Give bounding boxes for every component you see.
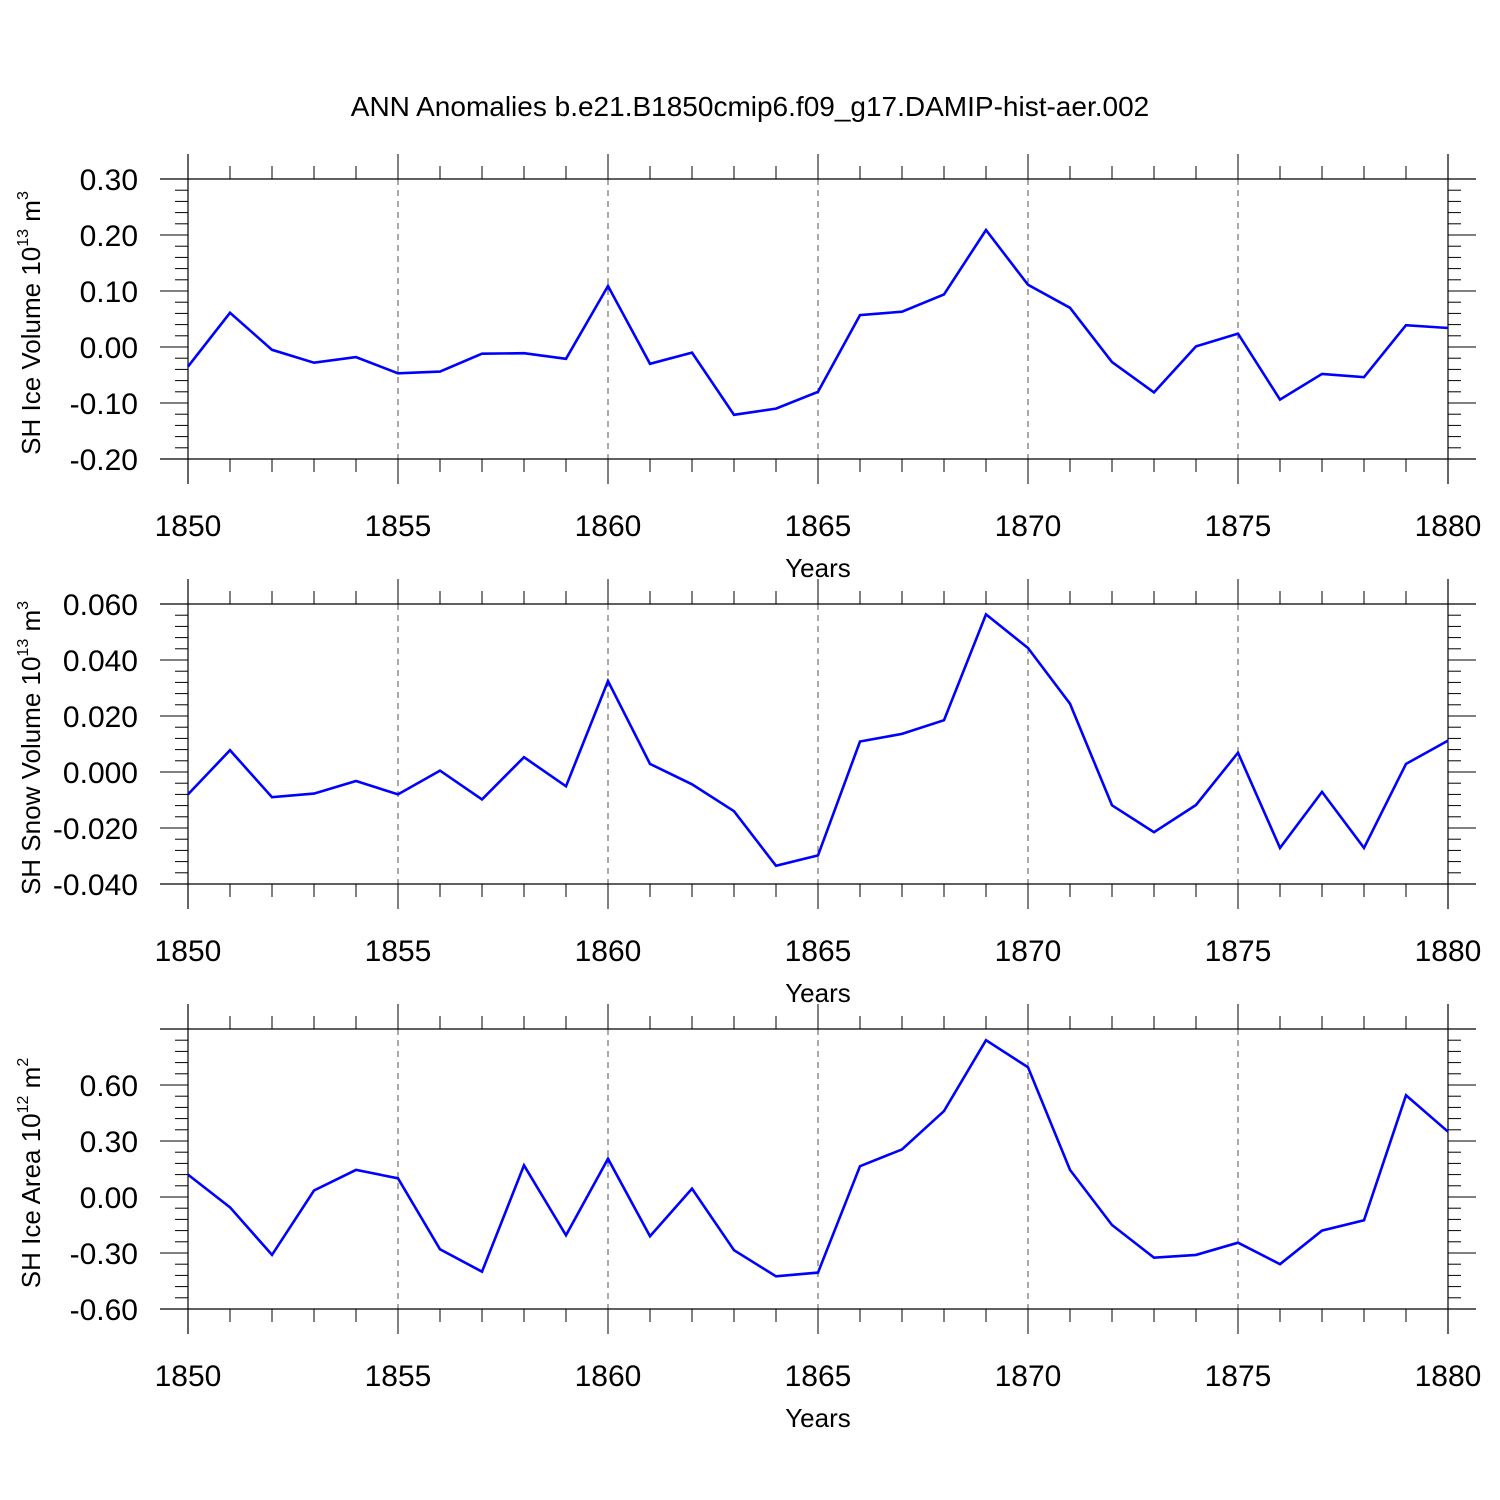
y-tick-label: 0.00	[80, 1182, 138, 1215]
x-tick-label: 1870	[995, 935, 1062, 968]
y-tick-label: -0.20	[70, 444, 138, 477]
y-axis-label-superscript: 13	[15, 639, 32, 657]
y-axis-label-superscript: 2	[15, 1058, 32, 1067]
y-tick-label: -0.60	[70, 1294, 138, 1327]
y-tick-label: 0.60	[80, 1070, 138, 1103]
y-axis-label-text: m	[16, 610, 46, 639]
x-tick-label: 1875	[1205, 510, 1272, 543]
y-axis-label: SH Snow Volume 1013 m3	[15, 601, 46, 895]
y-tick-label: 0.00	[80, 332, 138, 365]
x-tick-label: 1855	[365, 1360, 432, 1393]
x-tick-label: 1880	[1415, 510, 1482, 543]
y-axis-label-superscript: 3	[15, 191, 32, 200]
x-axis-label: Years	[785, 1403, 851, 1433]
panel-2: 1850 1855 1860 1865 1870 1875 1880 Years 0.060 0.…	[15, 579, 1481, 1008]
chart-title: ANN Anomalies b.e21.B1850cmip6.f09_g17.D…	[351, 91, 1149, 122]
y-axis-label-superscript: 12	[15, 1095, 32, 1113]
series-line	[187, 612, 1449, 868]
y-axis-label-text: SH Snow Volume 10	[16, 657, 46, 895]
y-tick-label: 0.040	[63, 645, 138, 678]
x-tick-label: 1875	[1205, 935, 1272, 968]
x-tick-label: 1865	[785, 935, 852, 968]
x-tick-label: 1865	[785, 510, 852, 543]
y-axis-label-text: m	[16, 200, 46, 229]
y-axis-label: SH Ice Volume 1013 m3	[15, 191, 46, 455]
series-line	[186, 227, 1449, 417]
x-tick-label: 1875	[1205, 1360, 1272, 1393]
x-tick-label: 1855	[365, 935, 432, 968]
x-tick-label: 1880	[1415, 1360, 1482, 1393]
y-tick-label: -0.020	[53, 813, 138, 846]
x-axis-label: Years	[785, 553, 851, 583]
panel-3: 1850 1855 1860 1865 1870 1875 1880 Years 0.60 0.3…	[15, 1004, 1481, 1433]
panel-1: 1850 1855 1860 1865 1870 1875 1880 Years 0.30 0.2…	[15, 154, 1481, 583]
y-axis-label-superscript: 3	[15, 601, 32, 610]
y-tick-label: -0.10	[70, 388, 138, 421]
x-tick-label: 1870	[995, 1360, 1062, 1393]
y-axis-label-superscript: 13	[15, 229, 32, 247]
x-tick-label: 1860	[575, 935, 642, 968]
y-tick-label: -0.30	[70, 1238, 138, 1271]
y-tick-label: 0.020	[63, 701, 138, 734]
y-tick-label: 0.060	[63, 589, 138, 622]
y-tick-label: 0.20	[80, 220, 138, 253]
x-tick-label: 1860	[575, 1360, 642, 1393]
x-tick-label: 1855	[365, 510, 432, 543]
y-axis-label-text: SH Ice Volume 10	[16, 247, 46, 455]
x-tick-label: 1850	[155, 1360, 222, 1393]
x-tick-label: 1850	[155, 510, 222, 543]
series-line	[187, 1038, 1449, 1278]
x-tick-label: 1850	[155, 935, 222, 968]
y-tick-label: -0.040	[53, 869, 138, 902]
x-tick-label: 1870	[995, 510, 1062, 543]
x-axis-label: Years	[785, 978, 851, 1008]
x-tick-label: 1880	[1415, 935, 1482, 968]
y-axis-label-text: SH Ice Area 10	[16, 1113, 46, 1288]
y-axis-label-text: m	[16, 1067, 46, 1096]
y-tick-label: 0.30	[80, 164, 138, 197]
y-tick-label: 0.10	[80, 276, 138, 309]
x-tick-label: 1860	[575, 510, 642, 543]
y-tick-label: 0.30	[80, 1126, 138, 1159]
y-tick-label: 0.000	[63, 757, 138, 790]
x-tick-label: 1865	[785, 1360, 852, 1393]
y-axis-label: SH Ice Area 1012 m2	[15, 1058, 46, 1289]
